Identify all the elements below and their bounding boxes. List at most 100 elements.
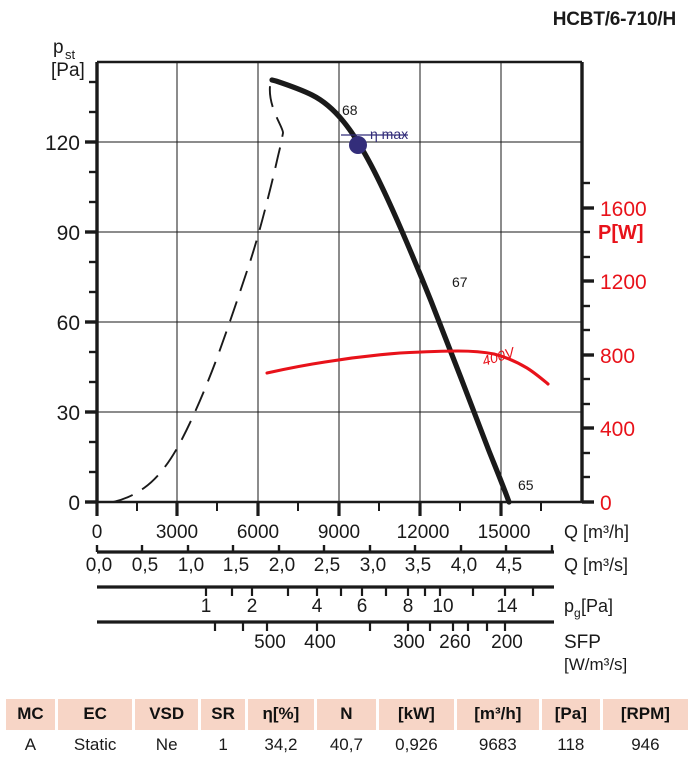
x-axis-pg-ticks	[204, 587, 535, 596]
col-header-n: N	[316, 699, 377, 730]
y2-tick-0: 0	[600, 492, 612, 515]
cell-n: 40,7	[316, 732, 377, 757]
cell-pa: 118	[541, 732, 600, 757]
y2-tick-1200: 1200	[600, 271, 647, 294]
qs-tick-2: 1,0	[178, 555, 204, 576]
pg-tick-4: 4	[312, 596, 323, 617]
power-curve-400v	[265, 349, 550, 386]
fan-performance-chart: 0 30 60 90 120 p st [Pa] 0 400 800 1200 …	[45, 37, 647, 674]
y2-tick-400: 400	[600, 418, 635, 441]
eta-max-label: η max	[370, 126, 408, 142]
table-row: A Static Ne 1 34,2 40,7 0,926 9683 118 9…	[6, 732, 688, 757]
x-axis-pg-title-unit: [Pa]	[581, 596, 613, 616]
plot-grid	[97, 62, 582, 502]
qs-tick-6: 3,0	[360, 555, 386, 576]
qs-tick-0: 0,0	[86, 555, 112, 576]
y-tick-30: 30	[57, 402, 80, 425]
qs-tick-5: 2,5	[314, 555, 340, 576]
pg-tick-8: 8	[403, 596, 414, 617]
cell-mc: A	[6, 732, 55, 757]
x-axis-pg-title-sub: g	[574, 606, 581, 620]
col-header-m3h: [m³/h]	[456, 699, 539, 730]
col-header-rpm: [RPM]	[602, 699, 688, 730]
y-axis-left-major-ticks	[85, 140, 97, 504]
qs-tick-3: 1,5	[223, 555, 249, 576]
y-tick-60: 60	[57, 312, 80, 335]
x-tick-0: 0	[92, 522, 103, 543]
eta-label-67: 67	[452, 274, 468, 290]
page-title: HCBT/6-710/H	[552, 9, 676, 30]
y-axis-right-title: P[W]	[598, 222, 644, 244]
x-axis-q-m3h-ticks	[95, 502, 542, 516]
sfp-tick-260: 260	[439, 632, 471, 653]
y-tick-90: 90	[57, 222, 80, 245]
x-tick-9000: 9000	[318, 522, 360, 543]
specs-table: MC EC VSD SR η[%] N [kW] [m³/h] [Pa] [RP…	[3, 697, 691, 759]
sfp-tick-300: 300	[393, 632, 425, 653]
x-tick-3000: 3000	[156, 522, 198, 543]
cell-eta: 34,2	[248, 732, 314, 757]
qs-tick-8: 4,0	[451, 555, 477, 576]
qs-tick-4: 2,0	[269, 555, 295, 576]
eta-label-65: 65	[518, 477, 534, 493]
y-axis-left-title: p st [Pa]	[51, 37, 85, 81]
cell-rpm: 946	[602, 732, 688, 757]
pg-tick-2: 2	[247, 596, 258, 617]
col-header-sr: SR	[200, 699, 246, 730]
pg-tick-6: 6	[357, 596, 368, 617]
pg-tick-14: 14	[496, 596, 518, 617]
pg-tick-10: 10	[432, 596, 453, 617]
y-axis-right-major-ticks	[582, 206, 594, 504]
qs-tick-1: 0,5	[132, 555, 158, 576]
x-axis-sfp-ticks	[213, 622, 507, 631]
cell-ec: Static	[57, 732, 133, 757]
x-axis-sfp-title: SFP	[564, 632, 601, 653]
y-axis-right-ticks	[582, 181, 590, 479]
cell-m3h: 9683	[456, 732, 539, 757]
cell-kw: 0,926	[379, 732, 454, 757]
x-axis-sfp-unit: [W/m³/s]	[564, 655, 627, 674]
y-axis-left-labels: 0 30 60 90 120	[45, 132, 80, 515]
qs-tick-9: 4,5	[496, 555, 522, 576]
y-tick-0: 0	[68, 492, 80, 515]
voltage-label: 400V	[480, 344, 518, 369]
sfp-tick-200: 200	[491, 632, 523, 653]
y-axis-left-title-unit: [Pa]	[51, 60, 85, 81]
x-axis-q-m3s-ticks	[95, 545, 554, 552]
table-header-row: MC EC VSD SR η[%] N [kW] [m³/h] [Pa] [RP…	[6, 699, 688, 730]
x-axis-pg-title-p: p	[564, 596, 574, 616]
qs-tick-7: 3,5	[405, 555, 431, 576]
pressure-curve	[269, 77, 512, 505]
sfp-tick-500: 500	[254, 632, 286, 653]
col-header-eta: η[%]	[248, 699, 314, 730]
specs-table-wrapper: MC EC VSD SR η[%] N [kW] [m³/h] [Pa] [RP…	[0, 697, 694, 759]
x-axis-q-m3s-labels: 0,0 0,5 1,0 1,5 2,0 2,5 3,0 3,5 4,0 4,5	[86, 555, 522, 576]
x-axis-pg-labels: 1 2 4 6 8 10 14	[201, 596, 518, 617]
x-axis-pg-title: p g [Pa]	[564, 596, 613, 620]
y-axis-left-ticks	[89, 80, 97, 474]
y2-tick-800: 800	[600, 345, 635, 368]
eta-max-marker	[341, 134, 408, 154]
x-axis-q-m3h-labels: 0 3000 6000 9000 12000 15000	[92, 522, 531, 543]
x-tick-12000: 12000	[397, 522, 450, 543]
col-header-pa: [Pa]	[541, 699, 600, 730]
y2-tick-1600: 1600	[600, 198, 647, 221]
x-axis-q-m3s-title: Q [m³/s]	[564, 555, 628, 575]
y-axis-left-title-sub: st	[65, 47, 76, 62]
cell-vsd: Ne	[135, 732, 198, 757]
x-axis-q-m3h-title: Q [m³/h]	[564, 522, 629, 542]
eta-label-68: 68	[342, 102, 358, 118]
pg-tick-1: 1	[201, 596, 212, 617]
y-axis-left-title-p: p	[53, 37, 64, 58]
y-axis-right-labels: 0 400 800 1200 1600 P[W]	[598, 198, 647, 515]
sfp-tick-400: 400	[304, 632, 336, 653]
y-tick-120: 120	[45, 132, 80, 155]
col-header-vsd: VSD	[135, 699, 198, 730]
cell-sr: 1	[200, 732, 246, 757]
x-axis-sfp-labels: 500 400 300 260 200	[254, 632, 523, 653]
x-tick-15000: 15000	[478, 522, 531, 543]
col-header-mc: MC	[6, 699, 55, 730]
col-header-ec: EC	[57, 699, 133, 730]
x-tick-6000: 6000	[237, 522, 279, 543]
col-header-kw: [kW]	[379, 699, 454, 730]
